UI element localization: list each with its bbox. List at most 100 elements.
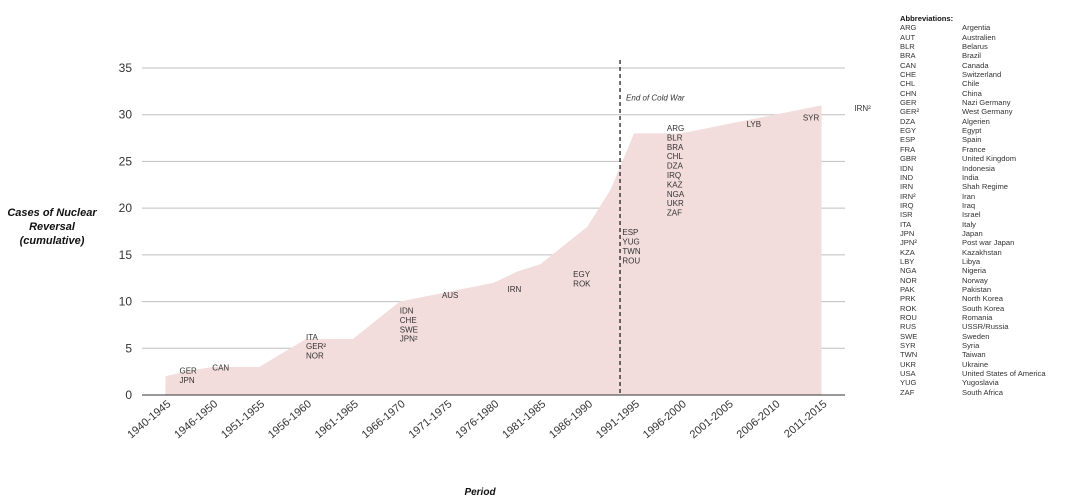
abbreviation-row: IRQ Iraq [900, 201, 1083, 210]
annotation-group: IRN² [854, 104, 871, 113]
abbreviation-code: KZA [900, 247, 915, 257]
abbreviation-code: SYR [900, 341, 916, 351]
abbreviation-row: IRN² Iran [900, 192, 1083, 201]
annotation-group: CAN [212, 364, 229, 373]
annotation-label: UKR [667, 199, 684, 208]
abbreviations-list: ARG Argentia AUT Australien BLR Belarus BRA Bra… [900, 23, 1083, 397]
abbreviation-code: LBY [900, 256, 915, 266]
annotation-label: BRA [667, 143, 684, 152]
abbreviation-code: TWN [900, 350, 918, 360]
abbreviation-row: CHE Switzerland [900, 70, 1083, 79]
cold-war-marker: End of Cold War [619, 60, 685, 395]
abbreviation-name: Argentia [962, 23, 991, 33]
abbreviation-name: Syria [962, 341, 980, 351]
abbreviation-row: AUT Australien [900, 33, 1083, 42]
y-tick-label: 25 [119, 154, 133, 168]
x-tick-label: 1940-1945 [125, 398, 173, 441]
abbreviation-name: Norway [962, 275, 988, 285]
annotation-label: DZA [667, 162, 684, 171]
abbreviation-name: Taiwan [962, 350, 986, 360]
abbreviation-name: Algerien [962, 116, 990, 126]
abbreviation-name: Ukraine [962, 359, 989, 369]
abbreviation-row: FRA France [900, 145, 1083, 154]
abbreviation-name: Post war Japan [962, 238, 1015, 248]
annotation-label: CHL [667, 152, 684, 161]
y-tick-label: 20 [119, 201, 133, 215]
abbreviation-row: RUS USSR/Russia [900, 322, 1083, 331]
annotation-label: ZAF [667, 209, 682, 218]
annotation-group: AUS [442, 291, 458, 300]
abbreviation-code: JPN² [900, 238, 917, 248]
abbreviation-row: CHN China [900, 89, 1083, 98]
annotation-label: ARG [667, 124, 684, 133]
abbreviation-row: EGY Egypt [900, 126, 1083, 135]
abbreviation-code: BRA [900, 51, 916, 61]
y-axis-label-line: (cumulative) [19, 235, 85, 247]
abbreviation-name: North Korea [962, 294, 1003, 304]
abbreviation-name: Egypt [962, 126, 982, 136]
abbreviation-row: LBY Libya [900, 257, 1083, 266]
abbreviation-row: UKR Ukraine [900, 360, 1083, 369]
annotation-label: BLR [667, 133, 683, 142]
annotation-label: IDN [400, 307, 414, 316]
abbreviation-row: ESP Spain [900, 135, 1083, 144]
abbreviation-code: IDN [900, 163, 914, 173]
annotation-label: NOR [306, 352, 324, 361]
abbreviation-code: CAN [900, 60, 917, 70]
abbreviation-row: ARG Argentia [900, 23, 1083, 32]
abbreviation-row: ZAF South Africa [900, 388, 1083, 397]
abbreviation-code: GER² [900, 107, 919, 117]
abbreviation-code: BLR [900, 42, 915, 52]
x-tick-label: 2011-2015 [782, 398, 829, 440]
abbreviation-name: Romania [962, 313, 993, 322]
abbreviation-name: Nazi Germany [962, 98, 1011, 108]
abbreviation-name: India [962, 172, 979, 182]
y-axis-label-line: Cases of Nuclear [7, 207, 97, 219]
abbreviation-code: IRN² [900, 191, 916, 201]
abbreviation-name: Kazakhstan [962, 247, 1002, 257]
abbreviation-code: JPN [900, 228, 915, 238]
abbreviation-code: IRQ [900, 200, 914, 210]
annotation-label: AUS [442, 291, 458, 300]
annotation-label: KAZ [667, 180, 683, 189]
x-tick-label: 1976-1980 [453, 398, 501, 441]
abbreviation-row: DZA Algerien [900, 117, 1083, 126]
abbreviation-code: PAK [900, 284, 915, 294]
abbreviation-row: CAN Canada [900, 61, 1083, 70]
y-axis-label: Cases of Nuclear Reversal (cumulative) [2, 206, 102, 248]
abbreviation-name: France [962, 144, 986, 154]
y-tick-label: 5 [125, 341, 132, 355]
abbreviation-row: JPN² Post war Japan [900, 238, 1083, 247]
x-tick-label: 2001-2005 [688, 398, 736, 441]
abbreviation-row: ROU Romania [900, 313, 1083, 322]
x-tick-label: 1986-1990 [547, 398, 595, 441]
abbreviation-name: Iraq [962, 200, 976, 210]
abbreviation-code: ARG [900, 23, 917, 33]
annotation-label: GER [179, 366, 197, 375]
abbreviation-name: Israel [962, 210, 981, 220]
annotation-label: YUG [622, 237, 639, 246]
x-tick-label: 1961-1965 [313, 398, 361, 441]
area-series [165, 105, 822, 395]
abbreviation-code: YUG [900, 378, 917, 388]
abbreviation-code: NOR [900, 275, 917, 285]
x-tick-label: 1946-1950 [172, 398, 220, 441]
area-chart: 0 5 10 15 20 25 30 35 1940-19451946-19501951-19… [119, 60, 871, 441]
abbreviation-name: Canada [962, 60, 989, 70]
abbreviation-row: TWN Taiwan [900, 350, 1083, 359]
abbreviation-code: IND [900, 172, 914, 182]
abbreviation-name: Nigeria [962, 266, 987, 276]
annotation-group: SYR [803, 113, 820, 122]
abbreviation-name: United States of America [962, 369, 1046, 379]
y-tick-label: 35 [119, 61, 133, 75]
abbreviation-name: Pakistan [962, 284, 992, 294]
abbreviation-row: IRN Shah Regime [900, 182, 1083, 191]
abbreviation-code: CHN [900, 88, 917, 98]
annotation-label: JPN² [400, 335, 418, 344]
abbreviation-row: NGA Nigeria [900, 266, 1083, 275]
annotation-label: TWN [622, 247, 640, 256]
abbreviation-name: USSR/Russia [962, 322, 1009, 332]
y-tick-label: 0 [125, 388, 132, 402]
